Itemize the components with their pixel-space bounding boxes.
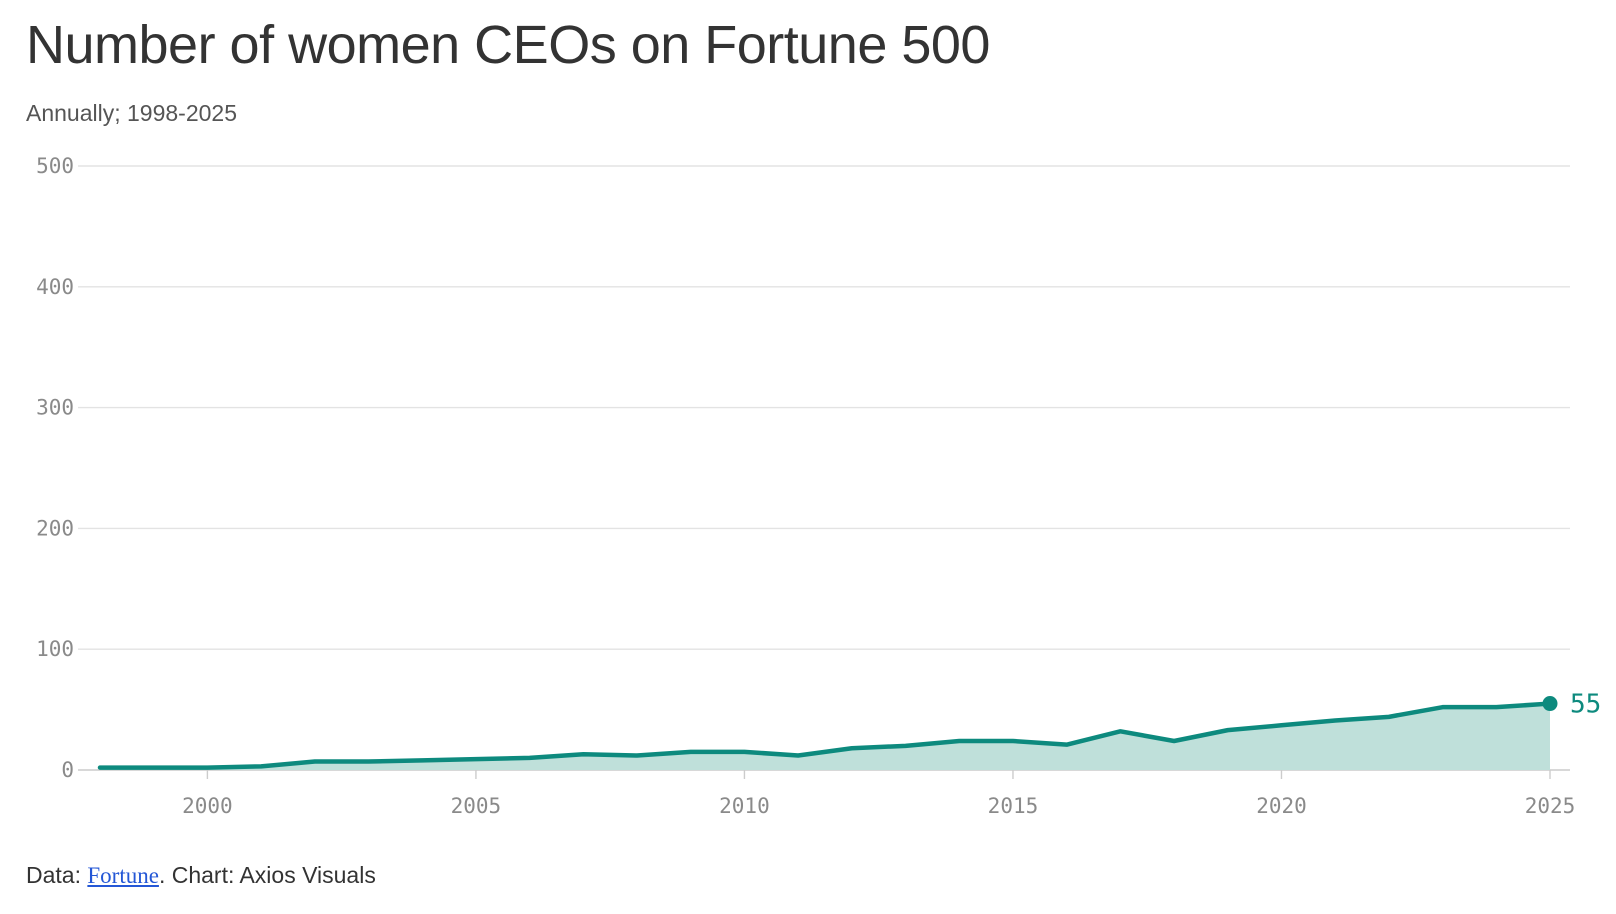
x-axis-ticks: 2000 2005 2010 2015 2020 2025 [182,770,1575,818]
data-point [904,744,908,748]
data-point [474,757,478,761]
data-point [367,760,371,764]
data-point [1172,739,1176,743]
series-line [97,701,1553,770]
series: 55 [97,690,1601,770]
x-tick-label: 2010 [719,794,770,818]
y-axis-ticks: 0 100 200 300 400 500 [36,154,74,782]
chart-subtitle: Annually; 1998-2025 [26,100,237,126]
data-point [635,754,639,758]
data-point [742,750,746,754]
footer-credit: Data: Fortune. Chart: Axios Visuals [26,862,376,889]
data-point [420,758,424,762]
source-link[interactable]: Fortune [87,863,159,888]
y-tick-label: 0 [61,758,74,782]
end-point-marker [1542,696,1558,712]
data-point [1226,728,1230,732]
y-tick-label: 300 [36,396,74,420]
data-point [796,754,800,758]
x-tick-label: 2025 [1525,794,1576,818]
data-point [259,764,263,768]
data-point [1279,723,1283,727]
data-point [1441,705,1445,709]
data-point [152,766,156,770]
y-tick-label: 200 [36,516,74,540]
x-tick-label: 2020 [1256,794,1307,818]
data-point [1011,739,1015,743]
footer-prefix: Data: [26,862,88,888]
data-point [1494,705,1498,709]
data-point [850,746,854,750]
x-tick-label: 2000 [182,794,233,818]
data-point [1387,715,1391,719]
data-point [205,766,209,770]
gridlines [78,165,1570,771]
y-tick-label: 100 [36,637,74,661]
data-point [1118,729,1122,733]
x-tick-label: 2005 [451,794,502,818]
data-point [528,756,532,760]
chart-title: Number of women CEOs on Fortune 500 [26,15,990,75]
series-area [100,703,1550,770]
data-point [1333,718,1337,722]
footer-suffix: . Chart: Axios Visuals [158,862,376,888]
x-tick-label: 2015 [988,794,1039,818]
data-point [957,739,961,743]
y-tick-label: 400 [36,275,74,299]
end-value-label: 55 [1570,690,1601,720]
data-point [581,752,585,756]
data-point [313,760,317,764]
data-point [689,750,693,754]
y-tick-label: 500 [36,154,74,178]
data-point [98,766,102,770]
data-point [1065,743,1069,747]
